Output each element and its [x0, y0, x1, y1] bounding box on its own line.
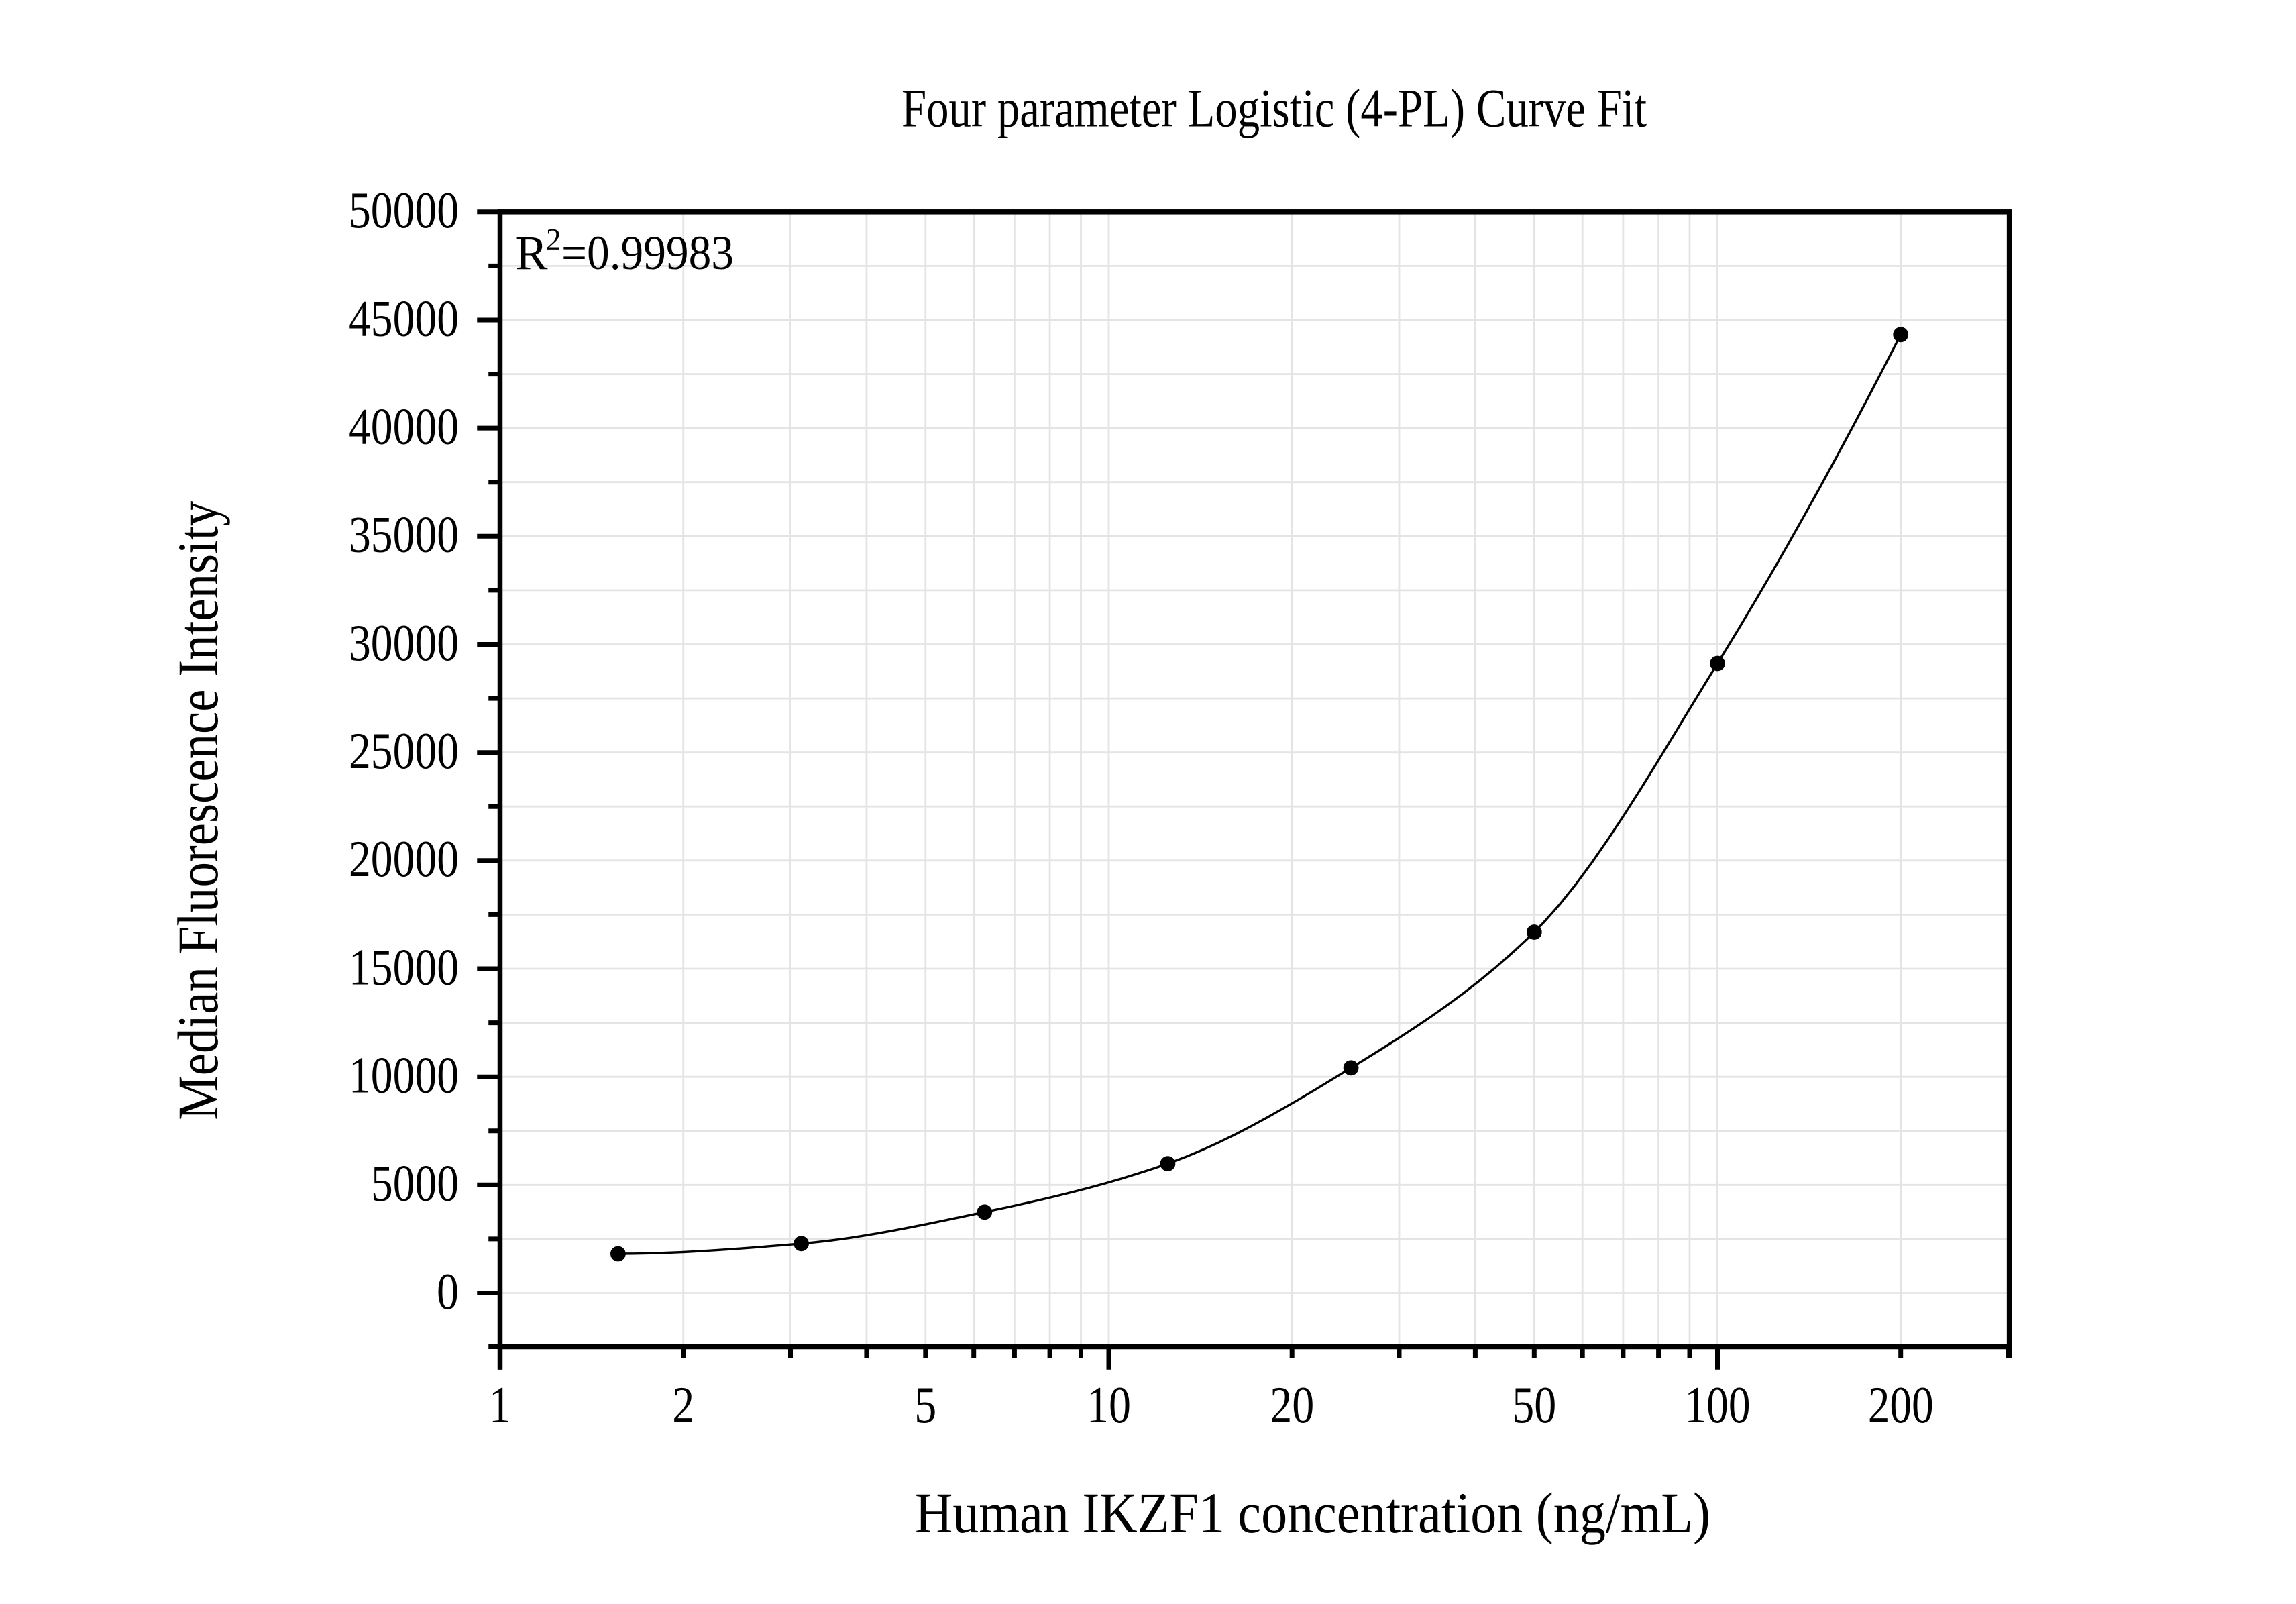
svg-text:45000: 45000: [349, 289, 459, 347]
svg-text:25000: 25000: [349, 722, 459, 780]
svg-text:30000: 30000: [349, 614, 459, 672]
svg-text:Four parameter Logistic (4-PL): Four parameter Logistic (4-PL) Curve Fit: [901, 77, 1647, 138]
svg-text:40000: 40000: [349, 397, 459, 455]
svg-text:Median Fluorescence Intensity: Median Fluorescence Intensity: [166, 501, 230, 1120]
svg-text:2: 2: [546, 223, 561, 256]
svg-text:0: 0: [437, 1263, 459, 1320]
svg-text:50000: 50000: [349, 181, 459, 239]
svg-text:20000: 20000: [349, 830, 459, 888]
svg-text:15000: 15000: [349, 938, 459, 996]
svg-text:1: 1: [489, 1376, 511, 1434]
svg-text:10: 10: [1087, 1376, 1131, 1434]
svg-text:5000: 5000: [371, 1155, 459, 1212]
svg-text:35000: 35000: [349, 506, 459, 564]
svg-text:100: 100: [1685, 1376, 1751, 1434]
svg-text:50: 50: [1512, 1376, 1556, 1434]
svg-text:200: 200: [1868, 1376, 1934, 1434]
svg-text:=0.99983: =0.99983: [561, 226, 734, 280]
svg-text:2: 2: [672, 1376, 694, 1434]
svg-text:10000: 10000: [349, 1047, 459, 1104]
svg-text:Human IKZF1 concentration (ng/: Human IKZF1 concentration (ng/mL): [915, 1481, 1710, 1545]
svg-text:R: R: [516, 226, 548, 280]
svg-text:5: 5: [914, 1376, 936, 1434]
svg-text:20: 20: [1270, 1376, 1314, 1434]
